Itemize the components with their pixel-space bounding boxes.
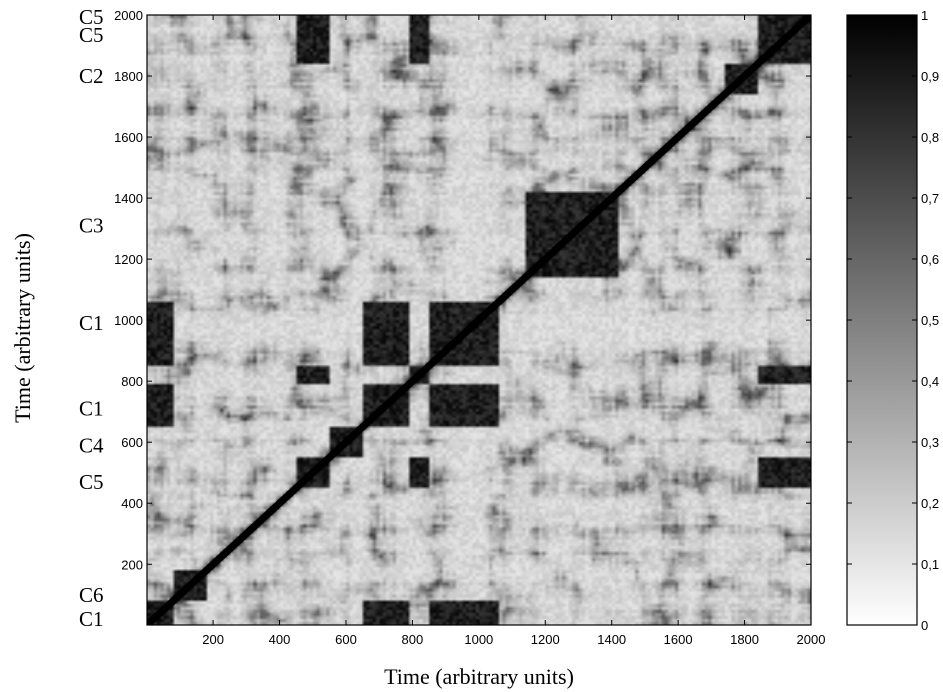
- segment-label: C4: [79, 433, 104, 457]
- colorbar-ticks: 0 0,1 0,2 0,3 0,4 0,5 0,6 0,7 0,8 0,9 1: [847, 8, 939, 633]
- segment-label: C1: [79, 311, 104, 335]
- colorbar-tick-label: 0,1: [921, 557, 939, 572]
- segment-label: C5: [79, 5, 104, 29]
- segment-label: C1: [79, 397, 104, 421]
- colorbar-tick-label: 1: [921, 8, 928, 23]
- colorbar-tick-label: 0,2: [921, 496, 939, 511]
- y-tick-label: 600: [121, 435, 143, 450]
- colorbar-tick-label: 0,6: [921, 252, 939, 267]
- x-tick-label: 1600: [664, 632, 693, 647]
- colorbar: 0 0,1 0,2 0,3 0,4 0,5 0,6 0,7 0,8 0,9 1: [846, 8, 939, 633]
- colorbar-tick-label: 0,9: [921, 69, 939, 84]
- y-tick-label: 200: [121, 557, 143, 572]
- colorbar-tick-label: 0,3: [921, 435, 939, 450]
- plot-frame: [146, 14, 812, 626]
- x-tick-label: 1800: [730, 632, 759, 647]
- segment-label: C1: [79, 607, 104, 631]
- x-tick-label: 800: [402, 632, 424, 647]
- diagonal-line: [147, 15, 811, 625]
- y-tick-label: 1400: [114, 191, 143, 206]
- segment-label: C6: [79, 583, 104, 607]
- plot-area: 200 400 600 800 1000 1200 1400 1600 1800 2000 200…: [114, 8, 825, 647]
- colorbar-tick-label: 0,8: [921, 130, 939, 145]
- colorbar-tick-label: 0,4: [921, 374, 939, 389]
- y-tick-label: 1600: [114, 130, 143, 145]
- segment-label: C5: [79, 470, 104, 494]
- x-axis-title: Time (arbitrary units): [384, 664, 574, 689]
- y-tick-label: 800: [121, 374, 143, 389]
- y-tick-label: 400: [121, 496, 143, 511]
- y-axis-title: Time (arbitrary units): [10, 233, 35, 423]
- y-tick-label: 2000: [114, 8, 143, 23]
- colorbar-fill: [847, 15, 917, 625]
- colorbar-tick-label: 0,7: [921, 191, 939, 206]
- x-tick-label: 1400: [597, 632, 626, 647]
- colorbar-tick-label: 0: [921, 618, 928, 633]
- segment-label: C2: [79, 64, 104, 88]
- y-tick-label: 1200: [114, 252, 143, 267]
- x-tick-label: 2000: [797, 632, 826, 647]
- y-tick-label: 1800: [114, 69, 143, 84]
- x-ticks: 200 400 600 800 1000 1200 1400 1600 1800 2000: [202, 15, 825, 647]
- segment-label: C3: [79, 214, 104, 238]
- y-ticks: 200 400 600 800 1000 1200 1400 1600 1800 2000: [114, 8, 811, 572]
- colorbar-tick-label: 0,5: [921, 313, 939, 328]
- x-tick-label: 400: [269, 632, 291, 647]
- colorbar-frame: [846, 14, 918, 626]
- segment-label: C5: [79, 23, 104, 47]
- x-tick-label: 1200: [531, 632, 560, 647]
- x-tick-label: 1000: [464, 632, 493, 647]
- x-tick-label: 600: [335, 632, 357, 647]
- y-tick-label: 1000: [114, 313, 143, 328]
- x-tick-label: 200: [202, 632, 224, 647]
